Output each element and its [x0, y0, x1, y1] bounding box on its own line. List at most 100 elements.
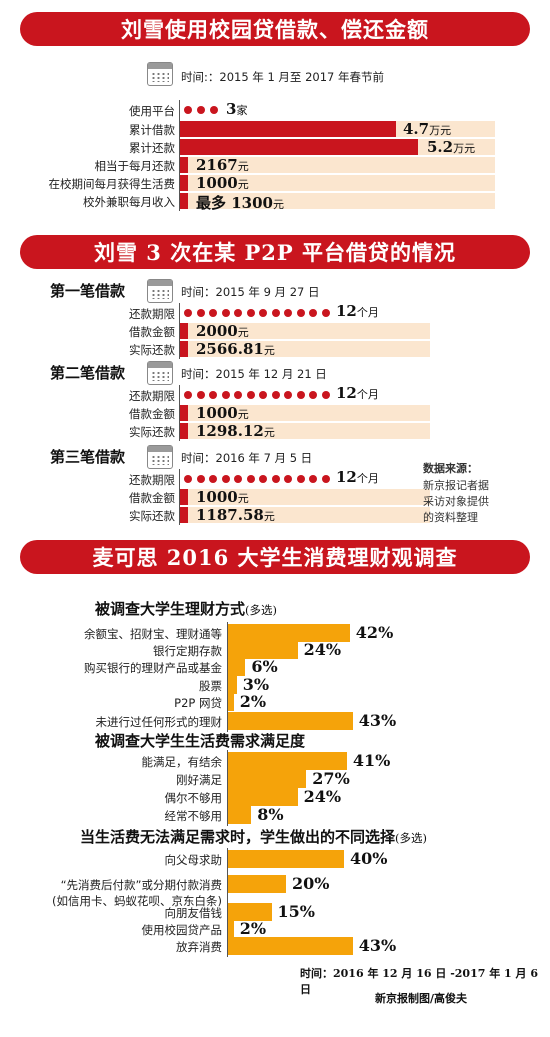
calendar-icon — [147, 62, 173, 86]
survey-bar — [228, 850, 344, 868]
survey-category-label: 银行定期存款 — [153, 644, 222, 658]
survey-value: 42% — [355, 623, 394, 642]
survey-value: 2% — [239, 919, 267, 938]
survey-axis — [227, 750, 228, 826]
section1-bar — [180, 121, 396, 137]
loan-repay-bar — [180, 341, 188, 357]
survey-category-note: (如信用卡、蚂蚁花呗、京东白条) — [52, 894, 222, 908]
survey-bar — [228, 920, 234, 938]
survey-bar — [228, 693, 234, 711]
survey-value: 41% — [352, 751, 391, 770]
survey-bar — [228, 806, 252, 824]
loan-amount-value: 1000元 — [196, 488, 249, 506]
loan-repay-value: 2566.81元 — [196, 340, 275, 358]
platform-dot — [197, 106, 205, 114]
loan-term-value-unit: 个月 — [356, 306, 379, 319]
loan-time: 时间：2015 年 9 月 27 日 — [181, 285, 320, 299]
loan-amount-value-unit: 元 — [237, 492, 249, 505]
term-month-dot — [209, 475, 217, 483]
term-month-dot — [309, 475, 317, 483]
section1-label: 使用平台 — [129, 104, 175, 118]
term-month-dot — [209, 309, 217, 317]
survey-value: 6% — [251, 657, 278, 676]
section2-banner: 刘雪 3 次在某 P2P 平台借贷的情况 — [20, 235, 530, 269]
section1-value-unit: 元 — [237, 160, 249, 173]
term-month-dot — [196, 391, 205, 399]
section1-value: 1000元 — [196, 174, 249, 192]
term-month-dot — [234, 309, 242, 317]
loan-amount-value-unit: 元 — [237, 408, 249, 421]
platform-dot — [210, 106, 218, 114]
term-month-dot — [234, 391, 242, 399]
loan-time: 时间：2015 年 12 月 21 日 — [181, 367, 327, 381]
loan-axis — [179, 469, 180, 525]
section1-value-unit: 家 — [236, 104, 248, 117]
survey-bar — [228, 641, 298, 659]
term-month-dot — [296, 309, 305, 317]
source-line-2: 采访对象提供 — [423, 495, 489, 508]
section1-label: 累计还款 — [129, 141, 175, 155]
section1-bar — [180, 157, 188, 173]
term-month-dot — [259, 309, 267, 317]
survey-chart-title: 被调查大学生理财方式(多选) — [95, 600, 277, 618]
loan-repay-value: 1187.58元 — [196, 506, 275, 524]
loan-term-value: 12个月 — [336, 302, 379, 320]
term-month-dot — [271, 309, 280, 317]
section1-row-bg — [180, 193, 495, 209]
survey-value: 15% — [277, 902, 315, 921]
term-month-dot — [184, 391, 192, 399]
term-month-dot — [221, 309, 230, 317]
term-month-dot — [184, 309, 192, 317]
loan-amount-bar — [180, 323, 188, 339]
loan-amount-bg — [180, 489, 430, 505]
term-month-dot — [259, 475, 267, 483]
survey-value: 40% — [350, 849, 388, 868]
survey-category-label: P2P 网贷 — [174, 696, 222, 710]
section1-label: 校外兼职每月收入 — [83, 195, 175, 209]
section1-value-unit: 元 — [237, 178, 249, 191]
survey-chart-title: 当生活费无法满足需求时，学生做出的不同选择(多选) — [80, 828, 427, 846]
loan-term-value: 12个月 — [336, 468, 379, 486]
section1-bar — [180, 139, 418, 155]
term-month-dot — [246, 391, 255, 399]
section1-value: 2167元 — [196, 156, 249, 174]
term-month-dot — [196, 475, 205, 483]
survey-bar — [228, 875, 286, 893]
source-line-1: 新京报记者据 — [423, 479, 489, 492]
platform-dot — [184, 106, 192, 114]
calendar-icon — [147, 279, 173, 303]
loan-term-value-unit: 个月 — [356, 388, 379, 401]
survey-axis — [227, 848, 228, 957]
term-month-dot — [321, 309, 330, 317]
loan-term-label: 还款期限 — [129, 389, 175, 403]
loan-repay-value-unit: 元 — [263, 426, 275, 439]
loan-repay-value-unit: 元 — [263, 344, 275, 357]
term-month-dot — [259, 391, 267, 399]
loan-title: 第二笔借款 — [50, 364, 126, 382]
survey-category-label: 经常不够用 — [164, 809, 223, 823]
loan-repay-label: 实际还款 — [129, 509, 175, 523]
footer-credit: 新京报制图/高俊夫 — [375, 992, 468, 1005]
loan-title: 第三笔借款 — [50, 448, 126, 466]
section3-banner: 麦可思 2016 大学生消费理财观调查 — [20, 540, 530, 574]
loan-amount-bg — [180, 405, 430, 421]
loan-amount-bar — [180, 489, 188, 505]
loan-axis — [179, 385, 180, 441]
survey-bar — [228, 770, 307, 788]
term-month-dot — [284, 391, 292, 399]
calendar-icon — [147, 445, 173, 469]
survey-bar — [228, 712, 353, 730]
term-month-dot — [221, 475, 230, 483]
survey-bar — [228, 676, 237, 694]
loan-term-label: 还款期限 — [129, 473, 175, 487]
section1-row-bg — [180, 157, 495, 173]
survey-value: 27% — [312, 769, 350, 788]
term-month-dot — [309, 309, 317, 317]
loan-repay-bg — [180, 507, 430, 523]
loan-amount-value: 2000元 — [196, 322, 249, 340]
survey-category-label: 放弃消费 — [176, 940, 222, 954]
loan-title: 第一笔借款 — [50, 282, 126, 300]
loan-amount-value-unit: 元 — [237, 326, 249, 339]
section1-row-bg — [180, 175, 495, 191]
survey-bar — [228, 624, 350, 642]
